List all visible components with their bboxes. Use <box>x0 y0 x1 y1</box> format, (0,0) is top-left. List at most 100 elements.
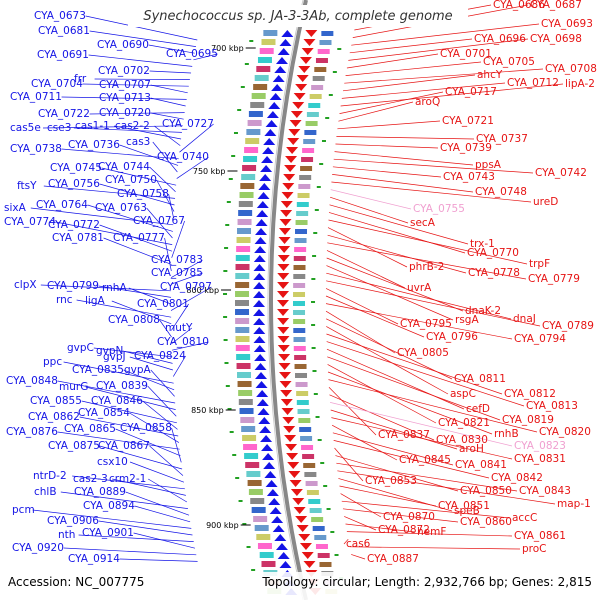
right-gene-label[interactable]: cas6 <box>346 538 371 550</box>
left-gene-label[interactable]: CYA_0738 <box>10 143 62 155</box>
left-gene-label[interactable]: CYA_0824 <box>134 350 186 362</box>
right-gene-label[interactable]: CYA_0861 <box>514 530 566 542</box>
right-gene-label[interactable]: trx-1 <box>470 238 495 250</box>
left-gene-label[interactable]: CYA_0846 <box>91 395 143 407</box>
right-gene-label[interactable]: CYA_0813 <box>526 400 578 412</box>
left-gene-label[interactable]: CYA_0839 <box>96 380 148 392</box>
left-gene-label[interactable]: CYA_0867 <box>98 440 150 452</box>
right-gene-label[interactable]: CYA_0705 <box>483 56 535 68</box>
right-gene-label[interactable]: CYA_0794 <box>514 333 566 345</box>
right-gene-label[interactable]: CYA_0860 <box>460 516 512 528</box>
left-gene-label[interactable]: CYA_0736 <box>68 139 120 151</box>
left-gene-label[interactable]: ntrD-2 <box>33 470 67 482</box>
left-gene-label[interactable]: CYA_0801 <box>137 298 189 310</box>
left-gene-label[interactable]: CYA_0781 <box>52 232 104 244</box>
right-gene-label[interactable]: proC <box>522 543 547 555</box>
right-gene-label[interactable]: secA <box>410 217 436 229</box>
left-gene-label[interactable]: CYA_0722 <box>38 108 90 120</box>
left-gene-label[interactable]: cas2-3 <box>73 473 108 485</box>
left-gene-label[interactable]: murG <box>59 381 88 393</box>
right-gene-label[interactable]: CYA_0712 <box>507 77 559 89</box>
right-gene-label[interactable]: CYA_0843 <box>519 485 571 497</box>
right-gene-label[interactable]: CYA_0701 <box>440 48 492 60</box>
left-gene-label[interactable]: CYA_0750 <box>105 174 157 186</box>
right-gene-label[interactable]: speB <box>454 505 480 517</box>
right-gene-label[interactable]: rnhB <box>494 428 519 440</box>
right-gene-label[interactable]: accC <box>512 512 537 524</box>
left-gene-label[interactable]: gvpC <box>67 342 94 354</box>
left-gene-label[interactable]: CYA_0745 <box>50 162 102 174</box>
right-gene-label[interactable]: CYA_0795 <box>400 318 452 330</box>
right-gene-label[interactable]: CYA_0821 <box>438 417 490 429</box>
left-gene-label[interactable]: CYA_0772 <box>48 219 100 231</box>
left-gene-label[interactable]: CYA_0673 <box>34 10 86 22</box>
right-gene-label[interactable]: CYA_0721 <box>442 115 494 127</box>
right-gene-label[interactable]: CYA_0717 <box>445 86 497 98</box>
left-gene-label[interactable]: cas1-1 <box>75 120 110 132</box>
right-gene-label[interactable]: CYA_0693 <box>541 18 593 30</box>
right-gene-label[interactable]: CYA_0805 <box>397 347 449 359</box>
right-gene-label[interactable]: CYA_0872 <box>378 524 430 536</box>
left-gene-label[interactable]: CYA_0848 <box>6 375 58 387</box>
left-gene-label[interactable]: CYA_0695 <box>166 48 218 60</box>
right-gene-label[interactable]: CYA_0819 <box>502 414 554 426</box>
left-gene-label[interactable]: CYA_0767 <box>133 215 185 227</box>
left-gene-label[interactable]: CYA_0720 <box>99 107 151 119</box>
left-gene-label[interactable]: CYA_0901 <box>82 527 134 539</box>
right-gene-label[interactable]: CYA_0853 <box>365 475 417 487</box>
right-gene-label[interactable]: CYA_0845 <box>399 454 451 466</box>
left-gene-label[interactable]: CYA_0690 <box>97 39 149 51</box>
left-gene-label[interactable]: CYA_0858 <box>120 422 172 434</box>
right-gene-label[interactable]: CYA_0743 <box>443 171 495 183</box>
right-gene-label[interactable]: CYA_0737 <box>476 133 528 145</box>
left-gene-label[interactable]: CYA_0704 <box>31 78 83 90</box>
left-gene-label[interactable]: gvpN <box>96 345 123 357</box>
right-gene-label[interactable]: CYA_0887 <box>367 553 419 565</box>
left-gene-label[interactable]: ligA <box>85 295 105 307</box>
right-gene-label[interactable]: dnaJ <box>513 313 536 325</box>
left-gene-label[interactable]: CYA_0774 <box>4 216 56 228</box>
right-gene-label[interactable]: CYA_0708 <box>545 63 597 75</box>
right-gene-label[interactable]: CYA_0789 <box>542 320 594 332</box>
left-gene-label[interactable]: ftsY <box>17 180 37 192</box>
left-gene-label[interactable]: CYA_0889 <box>74 486 126 498</box>
left-gene-label[interactable]: CYA_0777 <box>113 232 165 244</box>
left-gene-label[interactable]: CYA_0862 <box>28 411 80 423</box>
left-gene-label[interactable]: csx10 <box>97 456 128 468</box>
left-gene-label[interactable]: CYA_0711 <box>10 91 62 103</box>
left-gene-label[interactable]: gvpJ <box>103 351 126 363</box>
right-gene-label[interactable]: CYA_0830 <box>436 434 488 446</box>
left-gene-label[interactable]: CYA_0707 <box>99 79 151 91</box>
left-gene-label[interactable]: CYA_0713 <box>99 92 151 104</box>
left-gene-label[interactable]: rnc <box>56 294 73 306</box>
right-gene-label[interactable]: map-1 <box>557 498 591 510</box>
right-gene-label[interactable]: CYA_0820 <box>539 426 591 438</box>
left-gene-label[interactable]: CYA_0799 <box>47 280 99 292</box>
right-gene-label[interactable]: CYA_0755 <box>413 203 465 215</box>
left-gene-label[interactable]: cas5e <box>10 122 41 134</box>
left-gene-label[interactable]: CYA_0914 <box>68 553 120 565</box>
right-gene-label[interactable]: lipA-2 <box>565 78 595 90</box>
left-gene-label[interactable]: CYA_0797 <box>160 281 212 293</box>
right-gene-label[interactable]: CYA_0831 <box>514 453 566 465</box>
left-gene-label[interactable]: cse3 <box>47 122 71 134</box>
right-gene-label[interactable]: CYA_0739 <box>440 142 492 154</box>
right-gene-label[interactable]: CYA_0823 <box>514 440 566 452</box>
right-gene-label[interactable]: CYA_0796 <box>426 331 478 343</box>
left-gene-label[interactable]: frr <box>74 73 87 85</box>
right-gene-label[interactable]: rsgA <box>455 314 479 326</box>
left-gene-label[interactable]: rnhA <box>102 282 127 294</box>
right-gene-label[interactable]: aroH <box>459 443 484 455</box>
left-gene-label[interactable]: CYA_0876 <box>6 426 58 438</box>
left-gene-label[interactable]: sixA <box>4 202 27 214</box>
left-gene-label[interactable]: CYA_0740 <box>157 151 209 163</box>
right-gene-label[interactable]: CYA_0837 <box>378 429 430 441</box>
left-gene-label[interactable]: CYA_0744 <box>98 161 150 173</box>
right-gene-label[interactable]: aspC <box>450 388 476 400</box>
left-gene-label[interactable]: CYA_0702 <box>98 65 150 77</box>
left-gene-label[interactable]: gvpA <box>124 364 152 376</box>
right-gene-label[interactable]: CYA_0748 <box>475 186 527 198</box>
right-gene-label[interactable]: CYA_0841 <box>455 459 507 471</box>
right-gene-label[interactable]: trpF <box>529 258 550 270</box>
left-gene-label[interactable]: CYA_0835 <box>72 364 124 376</box>
